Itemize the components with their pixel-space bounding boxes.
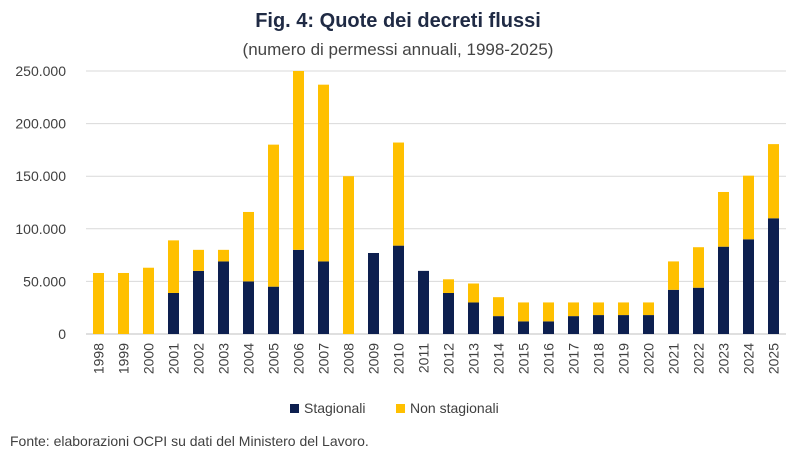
bar-stagionali [318,261,329,334]
bar-non-stagionali [518,302,529,322]
bar-stagionali [243,281,254,334]
legend-swatch-stagionali [290,404,299,413]
bar-non-stagionali [218,249,229,262]
x-tick-label: 2003 [216,343,232,374]
x-tick-label: 2008 [341,343,357,374]
bar-stagionali [418,270,429,334]
source-note: Fonte: elaborazioni OCPI su dati del Min… [10,433,369,449]
x-tick-label: 2024 [741,343,757,374]
x-tick-label: 1999 [116,343,132,374]
x-axis-ticks: 1998 1999 2000 2001 2002 2003 2004 2005 2006 2007… [91,343,782,374]
bar-non-stagionali [443,279,454,293]
x-tick-label: 2016 [541,343,557,374]
bar-stagionali [543,321,554,334]
x-tick-label: 2006 [291,343,307,374]
legend-label-stagionali: Stagionali [304,400,366,416]
y-tick-label: 0 [58,326,66,342]
chart-title: Fig. 4: Quote dei decreti flussi [255,10,541,32]
bar-stagionali [768,218,779,334]
bar-stagionali [693,287,704,334]
bar-stagionali [593,315,604,334]
y-tick-label: 150.000 [15,168,66,184]
bar-non-stagionali [493,297,504,317]
bar-stagionali [618,315,629,334]
bar-non-stagionali [293,71,304,250]
bar-non-stagionali [193,249,204,271]
bar-non-stagionali [743,175,754,240]
x-tick-label: 2010 [391,343,407,374]
bar-non-stagionali [593,302,604,316]
bar-non-stagionali [318,84,329,262]
bar-non-stagionali [718,191,729,247]
bar-stagionali [493,316,504,334]
bar-stagionali [668,289,679,334]
bar-non-stagionali [118,272,129,334]
bar-non-stagionali [618,302,629,316]
x-tick-label: 2015 [516,343,532,374]
bar-non-stagionali [168,240,179,293]
x-tick-label: 2001 [166,343,182,374]
bar-non-stagionali [568,302,579,317]
x-tick-label: 2023 [716,343,732,374]
x-tick-label: 2012 [441,343,457,374]
bar-stagionali [718,246,729,334]
x-tick-label: 2021 [666,343,682,374]
bar-non-stagionali [143,267,154,334]
y-tick-label: 250.000 [15,63,66,79]
bar-non-stagionali [468,283,479,303]
bar-stagionali [393,245,404,334]
bar-non-stagionali [268,144,279,287]
bar-non-stagionali [768,144,779,219]
bar-stagionali [518,321,529,334]
x-tick-label: 2004 [241,343,257,374]
grid-layer [86,70,786,335]
x-tick-label: 2009 [366,343,382,374]
legend: Stagionali Non stagionali [290,400,499,416]
x-tick-label: 1998 [91,343,107,374]
legend-label-non-stagionali: Non stagionali [410,400,499,416]
chart-subtitle: (numero di permessi annuali, 1998-2025) [243,40,554,59]
y-axis-ticks: 0 50.000 100.000 150.000 200.000 250.000 [15,63,66,342]
x-tick-label: 2019 [616,343,632,374]
bar-stagionali [268,286,279,334]
bar-non-stagionali [693,247,704,288]
bar-stagionali [568,316,579,334]
bar-stagionali [468,302,479,334]
bar-stagionali [643,315,654,334]
x-tick-label: 2020 [641,343,657,374]
x-tick-label: 2000 [141,343,157,374]
x-tick-label: 2018 [591,343,607,374]
bar-non-stagionali [643,302,654,316]
x-tick-label: 2013 [466,343,482,374]
y-tick-label: 100.000 [15,221,66,237]
bar-stagionali [193,270,204,334]
x-tick-label: 2011 [416,343,432,373]
bar-stagionali [443,292,454,334]
x-tick-label: 2022 [691,343,707,374]
bar-non-stagionali [393,142,404,246]
bar-non-stagionali [543,302,554,322]
bar-non-stagionali [343,176,354,334]
legend-swatch-non-stagionali [396,404,405,413]
bar-stagionali [168,292,179,334]
y-tick-label: 50.000 [23,273,66,289]
x-tick-label: 2025 [766,343,782,374]
bar-non-stagionali [243,211,254,282]
x-tick-label: 2017 [566,343,582,374]
bar-non-stagionali [93,272,104,334]
x-tick-label: 2002 [191,343,207,374]
bars-layer [93,71,779,334]
bar-stagionali [218,261,229,334]
bar-stagionali [368,252,379,334]
x-tick-label: 2005 [266,343,282,374]
y-tick-label: 200.000 [15,116,66,132]
bar-non-stagionali [668,261,679,290]
bar-stagionali [293,249,304,334]
x-tick-label: 2007 [316,343,332,374]
bar-stagionali [743,239,754,334]
x-tick-label: 2014 [491,343,507,374]
